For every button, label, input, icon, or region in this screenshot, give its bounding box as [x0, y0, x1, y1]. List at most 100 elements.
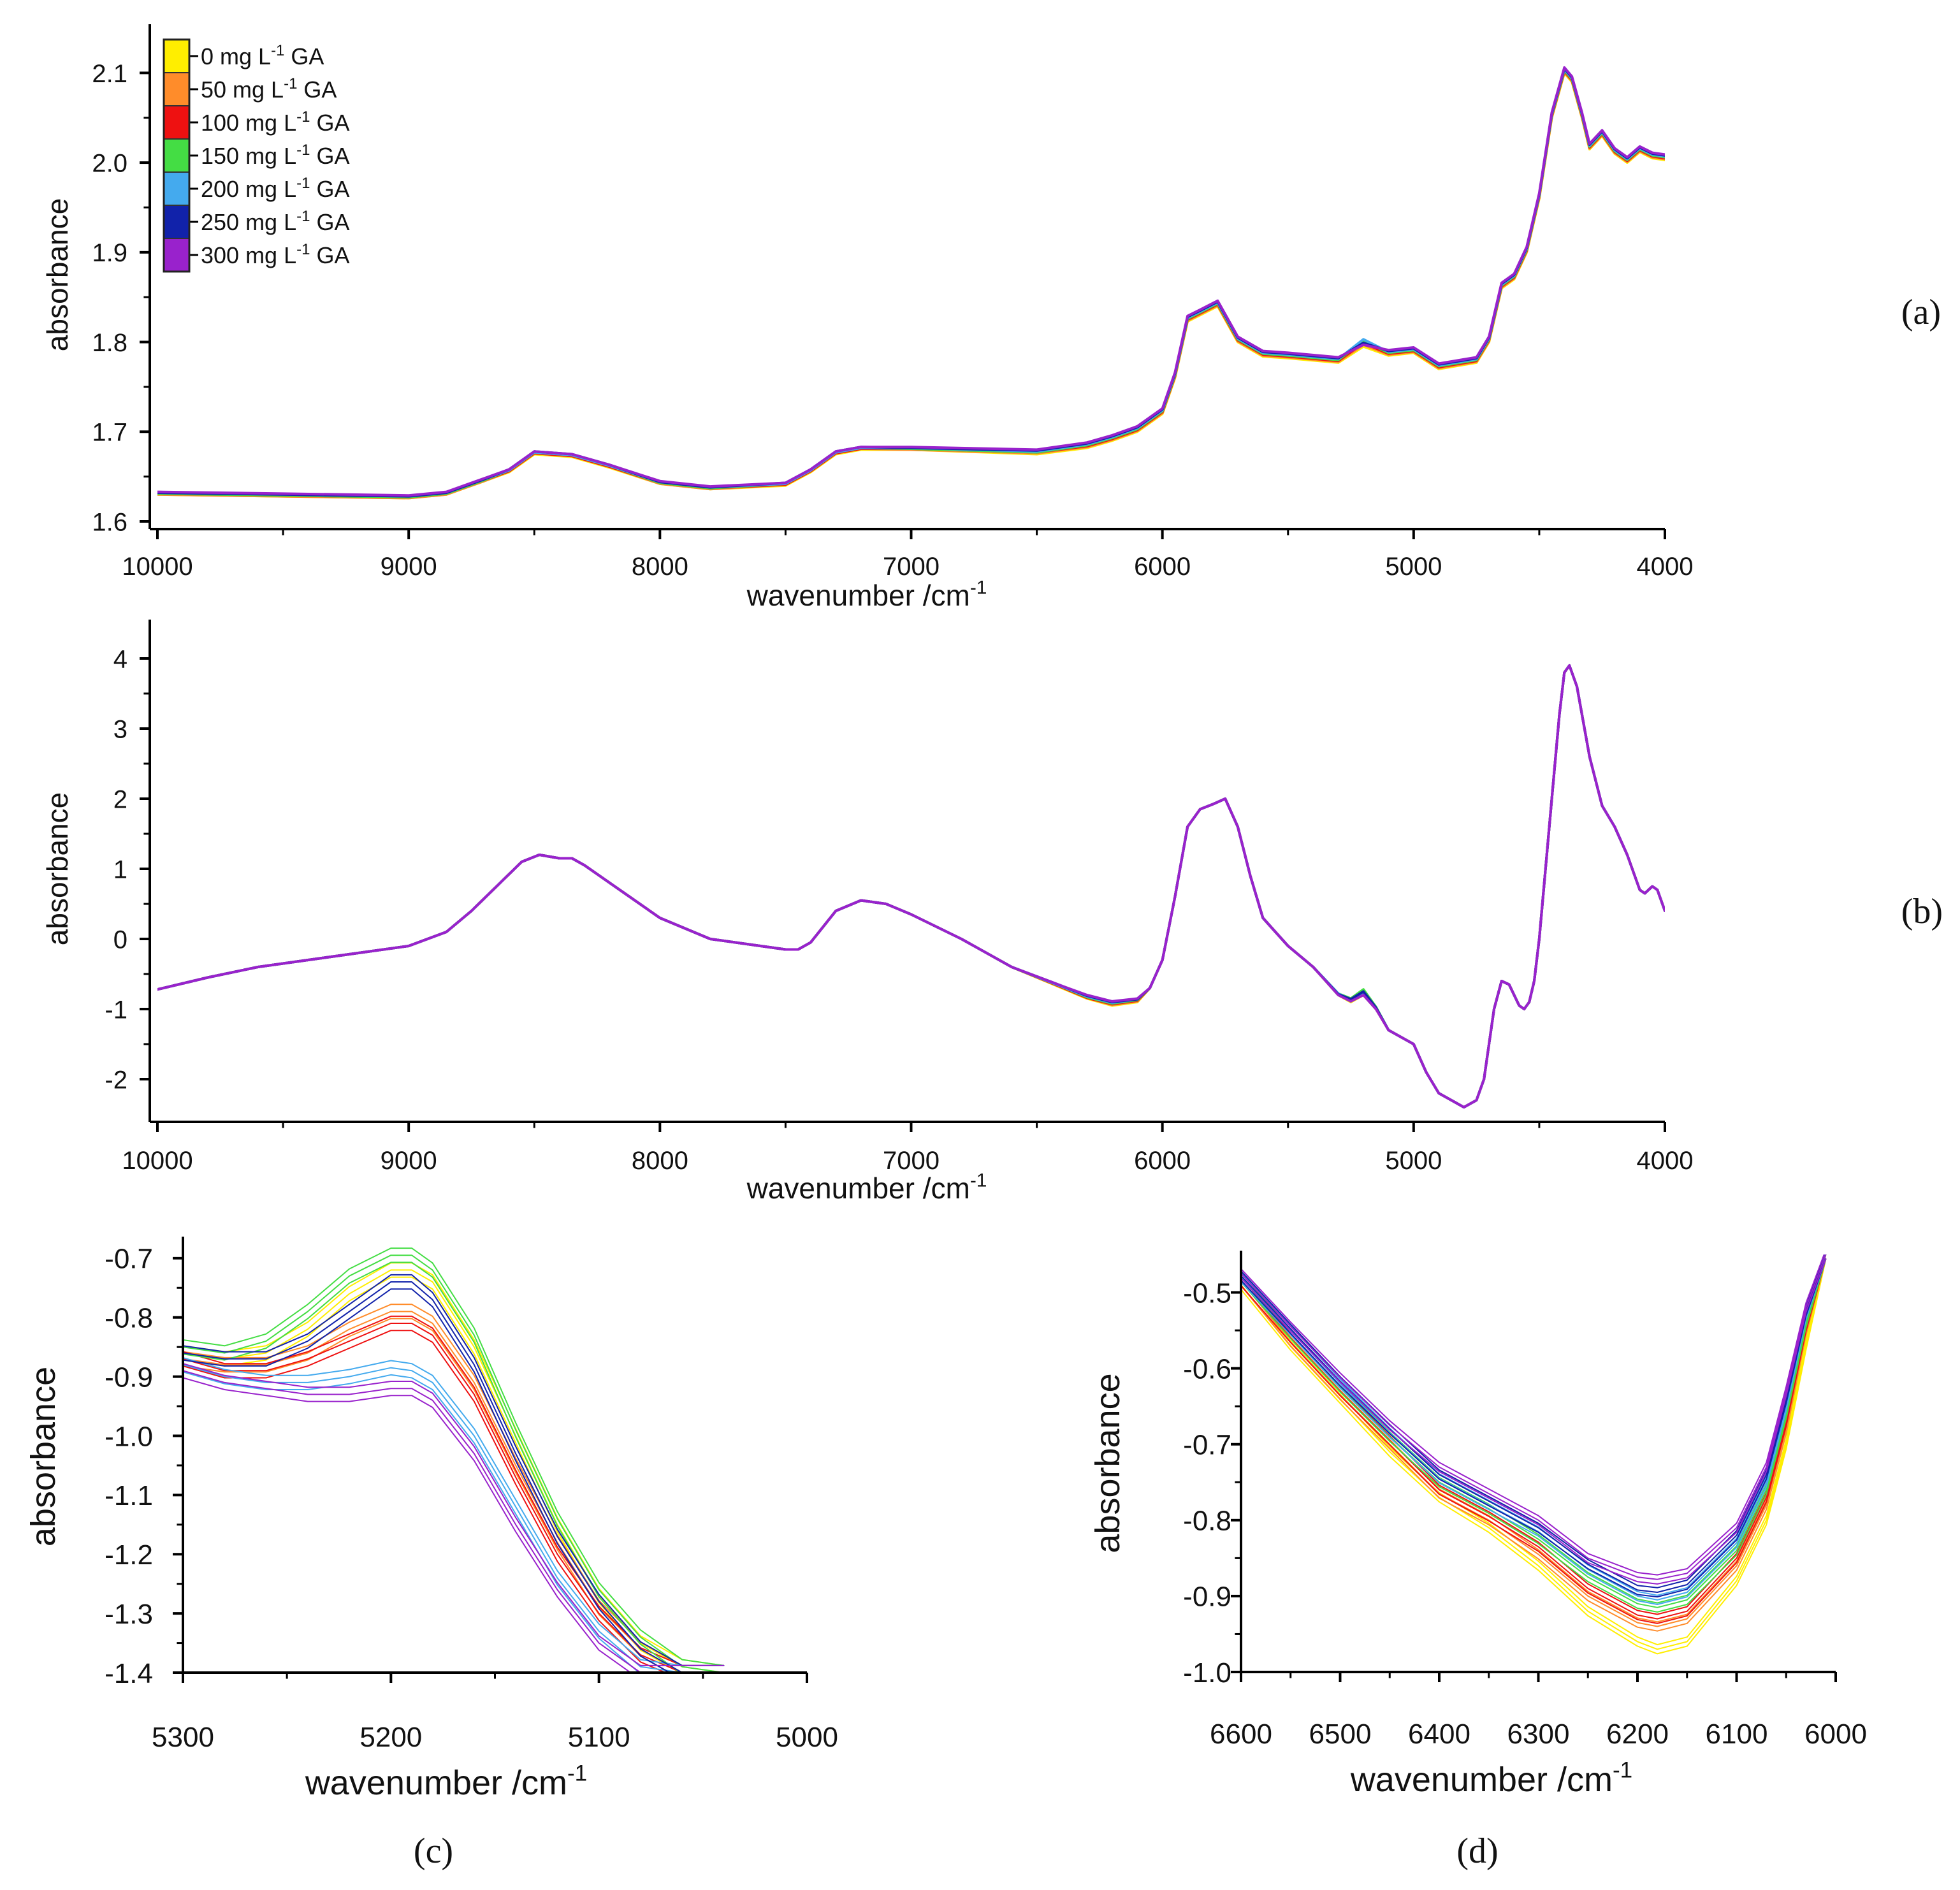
- y-axis-label-b: absorbance: [41, 792, 74, 945]
- y-tick-label-c-1: -1.3: [105, 1599, 153, 1630]
- y-axis-label-c: absorbance: [24, 1367, 62, 1546]
- legend-label-3: 100 mg L-1 GA: [201, 108, 349, 136]
- x-tick-label-a-4: 6000: [1134, 553, 1191, 581]
- series-line-a-7: [157, 66, 1665, 497]
- series-group-d: [1241, 1254, 1827, 1655]
- series-line-c-5-rep1: [183, 1371, 641, 1673]
- series-line-c-5-rep3: [183, 1356, 725, 1666]
- y-tick-label-d-1: -0.9: [1183, 1581, 1231, 1613]
- y-tick-label-d-3: -0.7: [1183, 1430, 1231, 1461]
- x-tick-label-c-0: 5300: [152, 1722, 214, 1753]
- legend-swatch-7: [163, 238, 190, 272]
- series-group-c: [183, 1247, 725, 1673]
- legend-swatch-4: [163, 138, 190, 173]
- x-tick-label-a-6: 4000: [1637, 553, 1694, 581]
- x-axis-label-d: wavenumber /cm-1: [1350, 1757, 1632, 1799]
- series-line-c-6-rep3: [183, 1274, 725, 1666]
- series-line-c-4-rep1: [183, 1261, 682, 1673]
- series-line-d-5-rep2: [1241, 1254, 1827, 1601]
- series-line-d-7-rep2: [1241, 1254, 1827, 1580]
- series-line-d-5-rep1: [1241, 1258, 1827, 1605]
- legend-swatch-5: [163, 171, 190, 206]
- y-axis-label-a: absorbance: [41, 198, 74, 351]
- panel-label-b: (b): [1901, 892, 1943, 931]
- series-group-a: [157, 66, 1665, 500]
- y-tick-label-d-4: -0.6: [1183, 1353, 1231, 1385]
- y-tick-label-c-7: -0.7: [105, 1244, 153, 1275]
- y-tick-label-b-2: 0: [113, 926, 127, 954]
- series-line-d-7-rep3: [1241, 1254, 1825, 1576]
- series-line-c-2-rep1: [183, 1318, 671, 1673]
- y-tick-label-b-5: 3: [113, 715, 127, 743]
- panel-b: 10000 9000 8000 7000 6000 5000 4000 -2 -1 0 1 2 3 4 wa…: [41, 620, 1693, 1205]
- series-line-d-3-rep1: [1241, 1258, 1827, 1624]
- panel-label-c: (c): [414, 1831, 453, 1871]
- x-tick-label-d-3: 6300: [1507, 1719, 1570, 1750]
- series-line-d-1-rep1: [1241, 1258, 1827, 1655]
- panel-c: 5300 5200 5100 5000 -1.4 -1.3 -1.2 -1.1 -1.0 -0.9…: [24, 1237, 838, 1802]
- y-tick-label-c-6: -0.8: [105, 1303, 153, 1334]
- x-tick-label-b-2: 8000: [632, 1147, 688, 1175]
- y-tick-label-b-6: 4: [113, 645, 127, 673]
- legend-label-4: 150 mg L-1 GA: [201, 142, 349, 169]
- y-tick-label-b-0: -2: [105, 1066, 127, 1094]
- y-tick-label-b-4: 2: [113, 785, 127, 813]
- series-line-d-6-rep1: [1241, 1258, 1827, 1598]
- x-tick-label-a-0: 10000: [122, 553, 192, 581]
- x-tick-label-c-3: 5000: [776, 1722, 838, 1753]
- series-line-c-2-rep2: [183, 1311, 725, 1673]
- x-tick-label-d-6: 6000: [1804, 1719, 1867, 1750]
- series-line-d-7-rep1: [1241, 1258, 1827, 1585]
- legend-label-6: 250 mg L-1 GA: [201, 208, 349, 235]
- y-tick-label-d-2: -0.8: [1183, 1506, 1231, 1537]
- y-tick-label-b-1: -1: [105, 996, 127, 1024]
- x-tick-label-d-2: 6400: [1408, 1719, 1470, 1750]
- series-line-b-7: [157, 664, 1665, 1109]
- y-tick-label-a-4: 2.0: [92, 149, 127, 177]
- x-tick-label-c-1: 5200: [359, 1722, 422, 1753]
- y-tick-label-a-0: 1.6: [92, 508, 127, 536]
- x-axis-label-b: wavenumber /cm-1: [746, 1170, 987, 1205]
- x-tick-label-b-6: 4000: [1637, 1147, 1694, 1175]
- series-line-d-1-rep2: [1241, 1254, 1827, 1650]
- y-tick-label-d-5: -0.5: [1183, 1277, 1231, 1309]
- series-line-c-4-rep2: [183, 1254, 725, 1673]
- x-tick-label-d-1: 6500: [1309, 1719, 1372, 1750]
- x-tick-label-d-0: 6600: [1210, 1719, 1272, 1750]
- x-tick-label-a-2: 8000: [632, 553, 688, 581]
- y-tick-label-c-5: -0.9: [105, 1362, 153, 1393]
- series-line-c-4-rep3: [183, 1247, 725, 1666]
- legend-label-7: 300 mg L-1 GA: [201, 241, 349, 268]
- series-line-c-6-rep1: [183, 1288, 671, 1673]
- series-line-c-7-rep3: [183, 1363, 725, 1666]
- x-tick-label-b-0: 10000: [122, 1147, 192, 1175]
- x-tick-label-d-4: 6200: [1606, 1719, 1669, 1750]
- legend-swatch-6: [163, 205, 190, 239]
- legend-label-5: 200 mg L-1 GA: [201, 175, 349, 202]
- x-tick-label-a-5: 5000: [1385, 553, 1442, 581]
- legend-label-2: 50 mg L-1 GA: [201, 75, 337, 103]
- y-tick-label-b-3: 1: [113, 855, 127, 883]
- legend-swatch-3: [163, 105, 190, 140]
- series-line-c-7-rep1: [183, 1377, 632, 1673]
- y-tick-label-c-2: -1.2: [105, 1539, 153, 1571]
- series-group-b: [157, 664, 1665, 1109]
- x-tick-label-a-3: 7000: [883, 553, 940, 581]
- legend-swatch-2: [163, 72, 190, 106]
- x-tick-label-b-3: 7000: [883, 1147, 940, 1175]
- y-tick-label-c-3: -1.1: [105, 1480, 153, 1511]
- y-axis-label-d: absorbance: [1089, 1373, 1127, 1553]
- panel-a: 10000 9000 8000 7000 6000 5000 4000 1.6 1.7 1.8 1.…: [41, 24, 1693, 612]
- legend-swatch-1: [163, 39, 190, 73]
- y-tick-label-a-1: 1.7: [92, 419, 127, 447]
- panel-label-d: (d): [1456, 1831, 1498, 1871]
- panel-labels: (a) (b) (c) (d): [414, 293, 1943, 1871]
- x-tick-label-a-1: 9000: [381, 553, 437, 581]
- panel-d: 6600 6500 6400 6300 6200 6100 6000 -1.0 -0.9 -0.8…: [1089, 1251, 1867, 1799]
- series-line-c-5-rep2: [183, 1364, 725, 1673]
- y-tick-label-a-3: 1.9: [92, 239, 127, 267]
- legend-label-1: 0 mg L-1 GA: [201, 42, 324, 69]
- panel-label-a: (a): [1901, 293, 1941, 332]
- x-tick-label-b-5: 5000: [1385, 1147, 1442, 1175]
